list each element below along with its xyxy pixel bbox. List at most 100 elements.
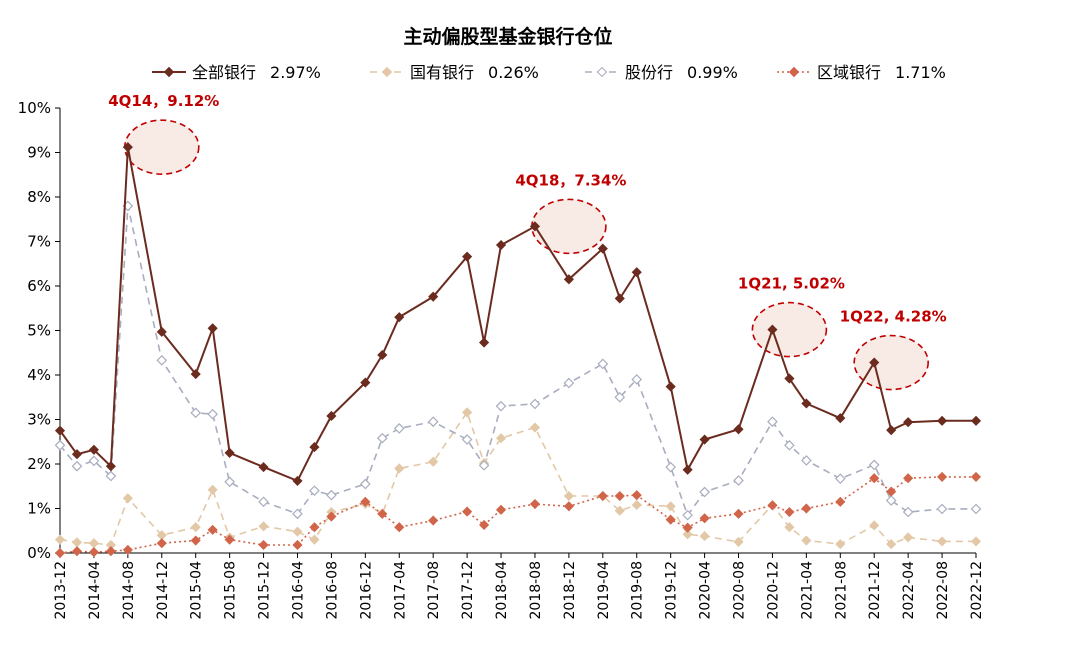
highlight-ellipse: [531, 198, 607, 255]
x-tick-label: 2015-04: [189, 561, 205, 620]
x-tick-label: 2015-12: [257, 561, 273, 620]
data-point: [292, 508, 303, 520]
data-point: [597, 490, 608, 502]
data-point: [529, 398, 541, 410]
data-point: [462, 407, 473, 418]
x-tick-label: 2016-08: [324, 561, 340, 620]
data-point: [563, 377, 575, 389]
legend-marker: [163, 66, 175, 78]
data-point: [767, 324, 778, 335]
x-tick-label: 2014-12: [155, 561, 171, 620]
data-point: [207, 484, 218, 495]
data-point: [529, 422, 541, 433]
data-point: [54, 534, 66, 545]
data-point: [614, 293, 625, 304]
data-point: [207, 408, 219, 420]
data-point: [105, 461, 116, 472]
data-point: [903, 532, 914, 543]
data-point: [428, 456, 439, 467]
highlight-ellipse: [751, 301, 828, 358]
chart-title: 主动偏股型基金银行仓位: [403, 25, 612, 48]
data-point: [224, 534, 235, 545]
y-axis-ticks: 0% 1% 2% 3% 4% 5% 6% 7% 8% 9% 10%: [18, 99, 60, 562]
data-point: [665, 501, 676, 512]
annotation-label: 1Q22, 4.28%: [840, 308, 947, 326]
data-point: [614, 490, 625, 502]
data-point: [360, 377, 371, 388]
x-tick-label: 2021-04: [799, 561, 815, 620]
data-point: [937, 471, 948, 482]
data-point: [699, 486, 710, 498]
x-tick-label: 2022-12: [969, 561, 985, 620]
data-point: [479, 519, 490, 531]
data-point: [190, 407, 202, 419]
data-point: [377, 508, 388, 519]
data-point: [54, 439, 66, 451]
data-point: [359, 478, 371, 490]
annotation-labels: 4Q14，9.12% 4Q18，7.34% 1Q21, 5.02% 1Q22, 4.2…: [108, 92, 946, 325]
data-point: [970, 471, 982, 482]
x-tick-label: 2022-08: [935, 561, 951, 620]
data-point: [462, 506, 473, 517]
data-point: [784, 522, 795, 533]
legend-label: 股份行: [625, 63, 673, 82]
data-point: [54, 547, 66, 559]
x-tick-label: 2020-12: [765, 561, 781, 620]
data-point: [309, 485, 320, 497]
data-point: [309, 522, 320, 533]
data-point: [495, 400, 507, 412]
data-point: [258, 496, 269, 508]
data-point: [88, 444, 99, 455]
legend: 全部银行 2.97% 国有银行 0.26% 股份行 0.99% 区域银行 1.71%: [152, 63, 946, 82]
data-point: [258, 539, 269, 551]
data-point: [360, 496, 371, 507]
data-point: [902, 506, 914, 518]
data-point: [733, 536, 744, 547]
legend-marker: [596, 66, 608, 78]
data-point: [563, 274, 574, 285]
legend-value: 1.71%: [895, 63, 946, 82]
data-point: [682, 529, 693, 540]
x-tick-label: 2016-12: [358, 561, 374, 620]
data-point: [868, 459, 880, 471]
highlight-ellipse: [123, 119, 200, 175]
x-tick-label: 2019-08: [630, 561, 646, 620]
data-point: [428, 291, 439, 302]
data-point: [207, 323, 218, 334]
data-point: [835, 413, 846, 424]
y-tick-label: 5%: [27, 322, 51, 340]
annotation-label: 4Q14，9.12%: [108, 92, 219, 110]
data-point: [563, 501, 574, 512]
legend-label: 区域银行: [817, 63, 881, 82]
x-tick-label: 2020-04: [698, 561, 714, 620]
y-tick-label: 1%: [27, 500, 51, 518]
data-point: [869, 357, 880, 368]
data-point: [631, 499, 642, 511]
data-point: [394, 522, 405, 533]
x-tick-label: 2022-04: [901, 561, 917, 620]
y-tick-label: 8%: [27, 188, 51, 206]
data-point: [122, 142, 133, 153]
y-tick-label: 3%: [27, 411, 51, 429]
legend-value: 2.97%: [270, 63, 321, 82]
data-point: [105, 546, 116, 557]
x-tick-label: 2013-12: [53, 561, 69, 620]
data-point: [835, 496, 846, 507]
y-tick-label: 6%: [27, 277, 51, 295]
x-tick-label: 2017-12: [460, 561, 476, 620]
data-point: [394, 312, 405, 323]
data-point: [597, 243, 608, 254]
data-point: [869, 473, 880, 484]
data-point: [886, 425, 897, 436]
data-point: [733, 508, 744, 519]
y-tick-label: 4%: [27, 366, 51, 384]
data-point: [903, 473, 914, 484]
data-point: [784, 439, 795, 451]
legend-marker: [381, 66, 393, 78]
data-point: [156, 326, 167, 337]
legend-marker: [788, 66, 800, 78]
data-point: [122, 493, 133, 504]
data-point: [71, 537, 83, 548]
data-point: [258, 521, 269, 532]
data-point: [885, 495, 897, 506]
